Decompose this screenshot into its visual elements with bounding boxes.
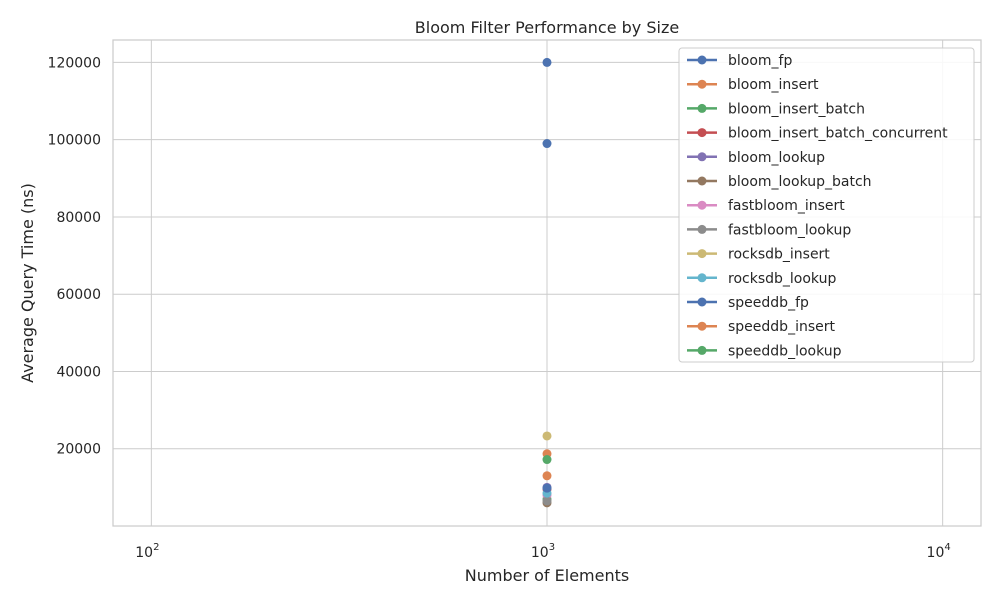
legend-label: fastbloom_lookup: [728, 222, 851, 238]
legend-marker: [697, 249, 707, 259]
y-tick-labels: 20000 40000 60000 80000 100000 120000: [48, 55, 101, 457]
x-tick-label: 103: [531, 542, 555, 561]
series-speeddb-lookup: [542, 455, 552, 465]
x-tick-label: 104: [927, 542, 951, 561]
legend-item: rocksdb_lookup: [687, 271, 836, 287]
x-tick-label: 102: [135, 542, 159, 561]
legend-label: speeddb_insert: [728, 319, 835, 335]
legend-label: fastbloom_insert: [728, 198, 845, 214]
legend-item: bloom_fp: [687, 53, 792, 69]
legend-marker: [697, 321, 707, 331]
plot-frame: [112, 39, 982, 527]
legend-item: speeddb_lookup: [687, 343, 842, 359]
legend-item: bloom_insert_batch_concurrent: [687, 126, 948, 142]
legend-marker: [697, 273, 707, 283]
y-tick-label: 120000: [48, 55, 101, 71]
legend-marker: [697, 297, 707, 307]
legend-marker: [697, 79, 707, 89]
series-fastbloom-lookup: [542, 496, 552, 506]
x-tick-labels: 102 103 104: [135, 542, 951, 561]
legend-label: rocksdb_insert: [728, 247, 830, 263]
series-bloom-insert: [542, 471, 552, 481]
legend-marker: [697, 103, 707, 113]
legend-marker: [697, 224, 707, 234]
y-tick-label: 60000: [56, 287, 101, 303]
legend-marker: [697, 345, 707, 355]
legend-marker: [697, 55, 707, 65]
legend-label: bloom_insert_batch: [728, 101, 865, 117]
chart-title: Bloom Filter Performance by Size: [415, 18, 679, 37]
legend-item: bloom_lookup: [687, 150, 825, 166]
legend-label: rocksdb_lookup: [728, 271, 836, 287]
y-tick-label: 80000: [56, 210, 101, 226]
legend-item: fastbloom_insert: [687, 198, 845, 214]
legend-label: bloom_fp: [728, 53, 792, 69]
data-point: [542, 139, 552, 149]
legend-label: bloom_insert_batch_concurrent: [728, 126, 948, 142]
data-point: [542, 431, 552, 441]
legend-item: bloom_lookup_batch: [687, 174, 872, 190]
series-speeddb-fp: [542, 483, 552, 493]
data-point: [542, 455, 552, 465]
legend-label: bloom_insert: [728, 77, 819, 93]
series-bloom-fp: [542, 57, 552, 149]
legend-label: bloom_lookup: [728, 150, 825, 166]
legend-label: bloom_lookup_batch: [728, 174, 872, 190]
legend-box: [678, 47, 975, 363]
y-axis-label: Average Query Time (ns): [18, 183, 37, 383]
legend-label: speeddb_lookup: [728, 343, 842, 359]
data-point: [542, 57, 552, 67]
legend-item: bloom_insert_batch: [687, 101, 865, 117]
legend-label: speeddb_fp: [728, 295, 809, 311]
data-point: [542, 483, 552, 493]
x-axis-label: Number of Elements: [465, 566, 629, 585]
y-tick-label: 40000: [56, 364, 101, 380]
legend-item: rocksdb_insert: [687, 247, 830, 263]
legend-item: fastbloom_lookup: [687, 222, 851, 238]
data-point: [542, 471, 552, 481]
legend-marker: [697, 176, 707, 186]
legend-marker: [697, 200, 707, 210]
legend-item: bloom_insert: [687, 77, 819, 93]
legend-marker: [697, 128, 707, 138]
data-point: [542, 496, 552, 506]
legend-marker: [697, 152, 707, 162]
y-tick-label: 20000: [56, 442, 101, 458]
series-rocksdb-insert: [542, 431, 552, 441]
legend-item: speeddb_fp: [687, 295, 809, 311]
legend-item: speeddb_insert: [687, 319, 835, 335]
legend: bloom_fp bloom_insert bloom_insert_batchbl…: [678, 47, 975, 363]
y-tick-label: 100000: [48, 133, 101, 149]
data-points: [542, 57, 552, 508]
